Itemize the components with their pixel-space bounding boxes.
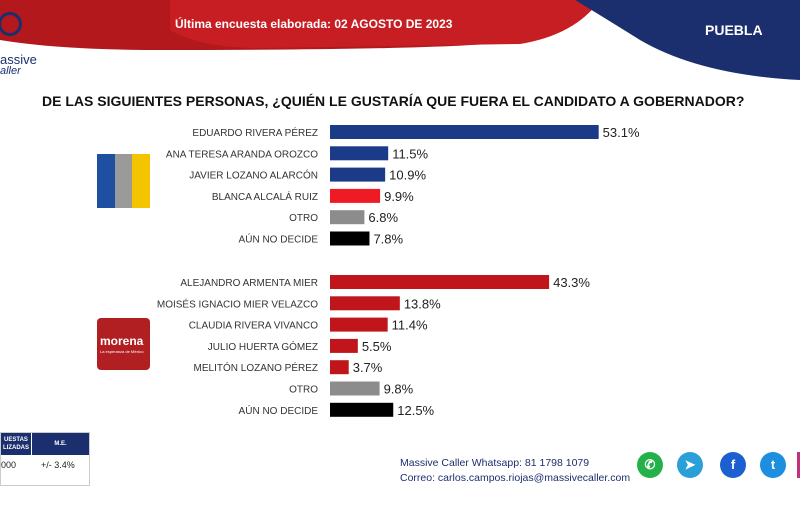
- logo-word-1: assive: [0, 52, 37, 67]
- facebook-icon[interactable]: f: [720, 452, 746, 478]
- header-shapes: [0, 0, 800, 80]
- survey-date: Última encuesta elaborada: 02 AGOSTO DE …: [175, 17, 453, 31]
- bar-chart: EDUARDO RIVERA PÉREZ 53.1% ANA TERESA ARAN…: [157, 125, 640, 418]
- bar: [330, 296, 400, 311]
- value-label: 6.8%: [368, 210, 398, 225]
- state-name: PUEBLA: [705, 22, 763, 38]
- value-label: 9.9%: [384, 189, 414, 204]
- pri-logo-icon: [115, 154, 132, 208]
- morena-logo: morena La esperanza de México: [97, 318, 150, 370]
- contact-footer: Massive Caller Whatsapp: 81 1798 1079 Co…: [400, 457, 630, 484]
- bar: [330, 275, 550, 289]
- category-label: ALEJANDRO ARMENTA MIER: [180, 278, 318, 289]
- bar: [330, 360, 349, 375]
- pan-pri-prd-logo: [97, 154, 150, 208]
- sample-info-box: UESTAS LIZADAS M.E. 000 +/- 3.4%: [0, 432, 90, 486]
- bar: [330, 210, 365, 225]
- value-label: 3.7%: [353, 360, 383, 375]
- margin-error-header: M.E.: [32, 433, 89, 455]
- category-label: AÚN NO DECIDE: [239, 233, 319, 246]
- category-label: MELITÓN LOZANO PÉREZ: [194, 361, 318, 374]
- category-label: AÚN NO DECIDE: [239, 404, 319, 417]
- category-label: EDUARDO RIVERA PÉREZ: [192, 126, 318, 139]
- category-label: ANA TERESA ARANDA OROZCO: [166, 149, 318, 160]
- bar: [330, 188, 381, 203]
- category-label: OTRO: [289, 385, 318, 396]
- telegram-icon[interactable]: ➤: [677, 452, 703, 478]
- value-label: 12.5%: [397, 403, 434, 418]
- value-label: 7.8%: [373, 232, 403, 247]
- bar: [330, 338, 358, 353]
- bar: [330, 146, 389, 161]
- chart-question: DE LAS SIGUIENTES PERSONAS, ¿QUIÉN LE GU…: [42, 93, 745, 109]
- email-contact: Correo: carlos.campos.riojas@massivecall…: [400, 472, 631, 484]
- pan-logo-icon: [97, 154, 115, 208]
- header-banner: Última encuesta elaborada: 02 AGOSTO DE …: [0, 0, 800, 80]
- category-label: CLAUDIA RIVERA VIVANCO: [189, 321, 319, 332]
- category-label: OTRO: [289, 213, 318, 224]
- sample-size-header: UESTAS LIZADAS: [1, 433, 31, 455]
- massive-caller-logo: assive aller: [0, 12, 40, 77]
- morena-logo-text: morena: [100, 334, 144, 348]
- value-label: 13.8%: [404, 296, 441, 311]
- whatsapp-icon[interactable]: ✆: [637, 452, 663, 478]
- bar: [330, 125, 599, 139]
- value-label: 11.4%: [392, 318, 428, 333]
- category-label: JAVIER LOZANO ALARCÓN: [189, 169, 318, 182]
- margin-error-value: +/- 3.4%: [41, 460, 75, 470]
- sample-size-value: 000: [1, 460, 17, 470]
- instagram-icon[interactable]: [797, 452, 800, 478]
- value-label: 5.5%: [362, 339, 392, 354]
- value-label: 53.1%: [603, 125, 640, 140]
- bar: [330, 167, 386, 182]
- morena-logo-tagline: La esperanza de México: [100, 349, 144, 354]
- value-label: 43.3%: [553, 275, 590, 290]
- bar: [330, 402, 394, 417]
- bar: [330, 381, 380, 396]
- logo-word-2: aller: [0, 65, 21, 77]
- value-label: 11.5%: [392, 146, 428, 161]
- bar: [330, 231, 370, 246]
- twitter-icon[interactable]: t: [760, 452, 786, 478]
- whatsapp-contact: Massive Caller Whatsapp: 81 1798 1079: [400, 457, 590, 469]
- value-label: 10.9%: [389, 168, 426, 183]
- category-label: MOISÉS IGNACIO MIER VELAZCO: [157, 297, 318, 310]
- logo-mark-icon: [0, 12, 22, 36]
- prd-logo-icon: [132, 154, 150, 208]
- category-label: BLANCA ALCALÁ RUIZ: [212, 190, 318, 203]
- value-label: 9.8%: [384, 382, 414, 397]
- bar: [330, 317, 388, 332]
- category-label: JULIO HUERTA GÓMEZ: [208, 340, 318, 353]
